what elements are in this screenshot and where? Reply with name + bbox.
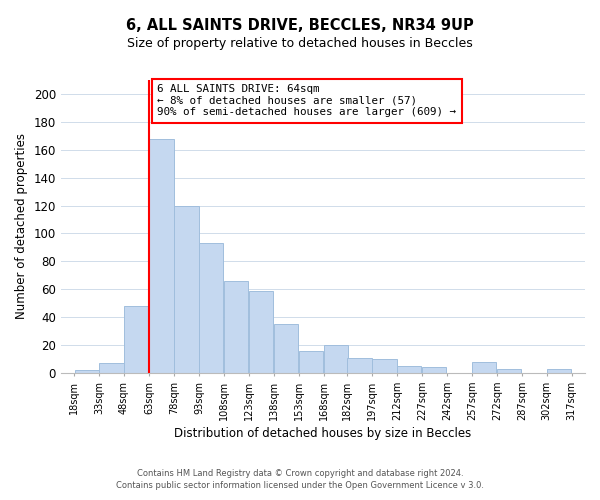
Bar: [100, 363, 124, 373]
Bar: [373, 359, 397, 373]
X-axis label: Distribution of detached houses by size in Beccles: Distribution of detached houses by size …: [174, 427, 472, 440]
Text: 6 ALL SAINTS DRIVE: 64sqm
← 8% of detached houses are smaller (57)
90% of semi-d: 6 ALL SAINTS DRIVE: 64sqm ← 8% of detach…: [157, 84, 457, 117]
Bar: [299, 350, 323, 373]
Bar: [422, 368, 446, 373]
Bar: [149, 138, 173, 373]
Bar: [472, 362, 496, 373]
Text: 6, ALL SAINTS DRIVE, BECCLES, NR34 9UP: 6, ALL SAINTS DRIVE, BECCLES, NR34 9UP: [126, 18, 474, 32]
Text: Contains public sector information licensed under the Open Government Licence v : Contains public sector information licen…: [116, 481, 484, 490]
Bar: [124, 306, 149, 373]
Y-axis label: Number of detached properties: Number of detached properties: [15, 134, 28, 320]
Bar: [224, 281, 248, 373]
Bar: [347, 358, 371, 373]
Bar: [199, 243, 223, 373]
Bar: [324, 345, 348, 373]
Bar: [175, 206, 199, 373]
Bar: [249, 290, 274, 373]
Bar: [547, 368, 571, 373]
Bar: [274, 324, 298, 373]
Text: Contains HM Land Registry data © Crown copyright and database right 2024.: Contains HM Land Registry data © Crown c…: [137, 468, 463, 477]
Bar: [497, 368, 521, 373]
Text: Size of property relative to detached houses in Beccles: Size of property relative to detached ho…: [127, 38, 473, 51]
Bar: [397, 366, 421, 373]
Bar: [74, 370, 98, 373]
